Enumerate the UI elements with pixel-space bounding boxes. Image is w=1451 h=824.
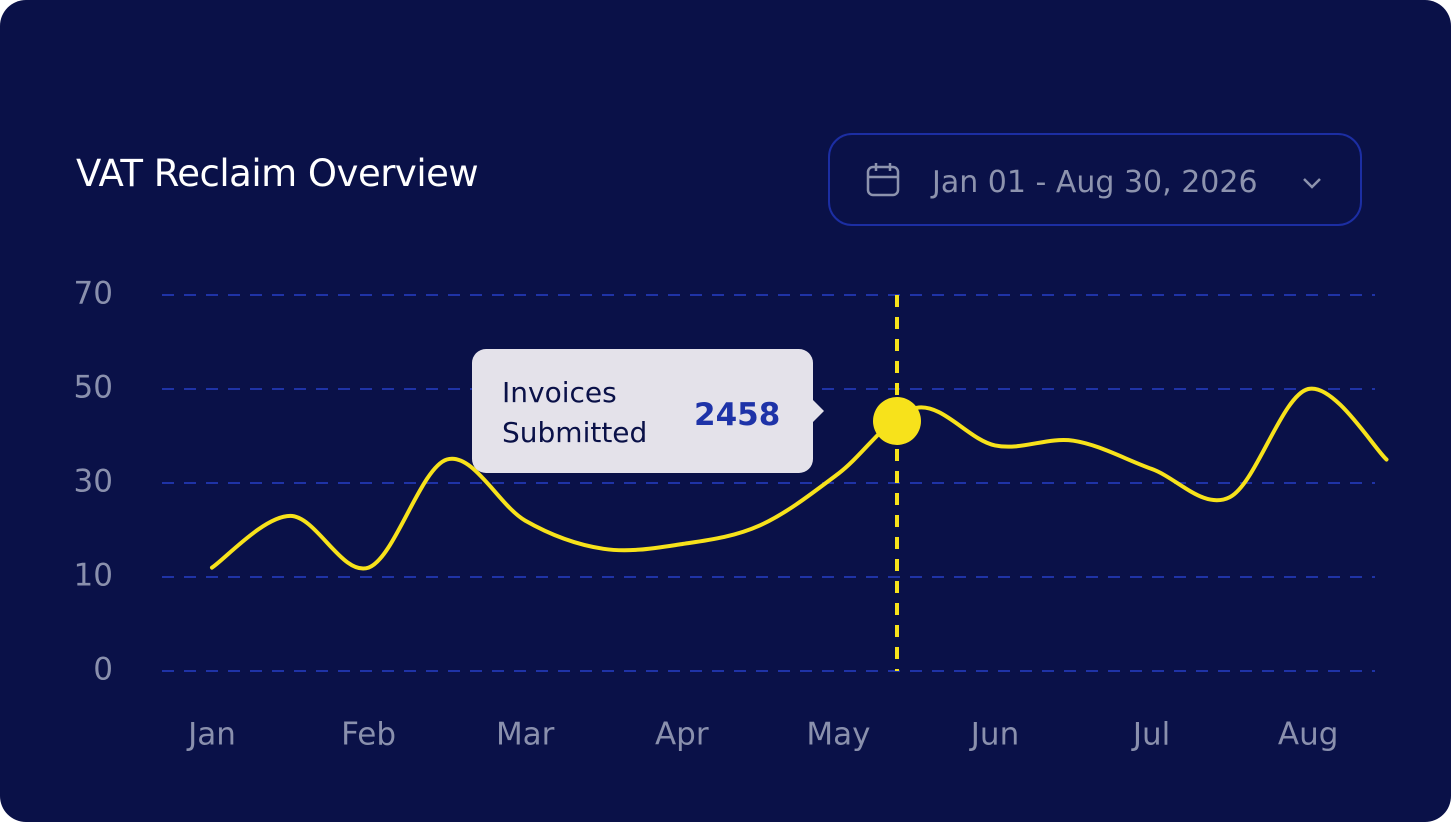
chevron-icon — [1303, 178, 1321, 189]
y-tick-label: 70 — [74, 276, 113, 312]
date-range: Jan 01 - Aug 30, 2026 — [932, 165, 1258, 200]
tooltip-value: 2458 — [694, 397, 781, 433]
x-tick-label: Aug — [1278, 717, 1339, 753]
tooltip-arrow — [812, 399, 824, 423]
hover-dot — [873, 397, 921, 445]
line — [210, 386, 1389, 571]
y-tick-label: 10 — [74, 558, 113, 594]
x-tick-label: Jun — [969, 717, 1019, 753]
date-picker[interactable]: Jan 01 - Aug 30, 2026 — [828, 133, 1362, 226]
x-tick-label: Mar — [496, 717, 555, 753]
calendar-icon — [866, 163, 900, 197]
y-tick-label: 30 — [74, 464, 113, 500]
x-tick-label: Jul — [1131, 717, 1170, 753]
y-tick-label: 50 — [74, 370, 113, 406]
x-tick-label: Jan — [186, 717, 236, 753]
chart-title: VAT Reclaim Overview — [76, 152, 479, 195]
x-tick-label: May — [806, 717, 870, 753]
y-tick-label: 0 — [93, 652, 113, 688]
x-tick-label: Feb — [341, 717, 396, 753]
tooltip-label: Invoices Submitted — [502, 376, 648, 449]
tooltip: Invoices Submitted 2458 — [472, 349, 824, 473]
x-tick-label: Apr — [655, 717, 709, 753]
